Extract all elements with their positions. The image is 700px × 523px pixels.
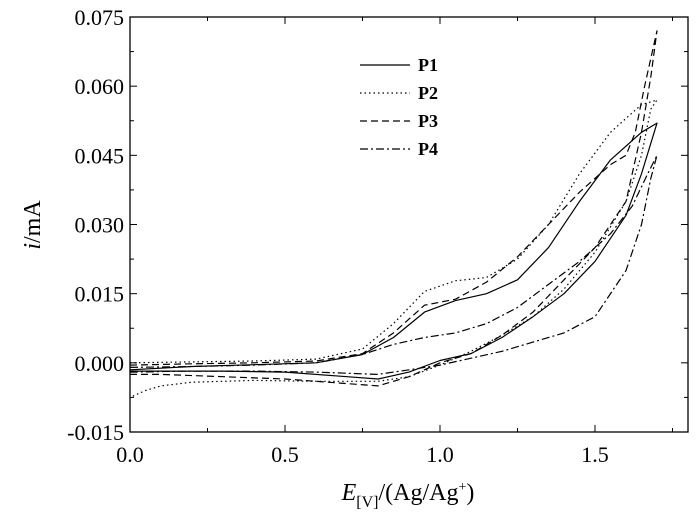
y-tick-label: 0.060 — [75, 74, 125, 99]
x-tick-label: 0.5 — [271, 442, 299, 467]
x-axis-label-italic: E — [341, 480, 357, 506]
x-axis-label-superscript: + — [458, 480, 466, 495]
x-tick-label: 0.0 — [116, 442, 144, 467]
y-tick-label: 0.075 — [75, 5, 125, 30]
legend-label-p4: P4 — [418, 139, 438, 159]
legend-label-p3: P3 — [418, 111, 438, 131]
x-tick-label: 1.5 — [581, 442, 609, 467]
y-tick-label: 0.015 — [75, 282, 125, 307]
y-axis-ticks: -0.015 0.000 0.015 0.030 0.045 0.060 0.075 — [67, 5, 688, 445]
x-tick-label: 1.0 — [426, 442, 454, 467]
y-tick-label: 0.045 — [75, 143, 125, 168]
legend-label-p2: P2 — [418, 83, 438, 103]
legend: P1 P2 P3 P4 — [360, 55, 438, 159]
series-lines — [129, 30, 658, 398]
legend-label-p1: P1 — [418, 55, 438, 75]
y-axis-label-italic: i — [20, 243, 46, 250]
series-line-p1 — [129, 122, 658, 380]
series-line-p2 — [129, 99, 658, 398]
y-tick-label: 0.000 — [75, 351, 125, 376]
y-tick-label: -0.015 — [67, 420, 124, 445]
x-axis-label-rest: /(Ag/Ag — [378, 480, 458, 506]
y-axis-label-rest: /mA — [20, 200, 46, 243]
x-axis-label: E[V]/(Ag/Ag+) — [341, 480, 475, 511]
x-axis-label-subscript: [V] — [356, 494, 378, 511]
y-tick-label: 0.030 — [75, 213, 125, 238]
series-line-p3 — [129, 30, 658, 387]
series-line-p4 — [129, 154, 658, 375]
y-axis-label: i/mA — [20, 200, 46, 250]
x-axis-label-close: ) — [466, 480, 474, 506]
x-axis-ticks: 0.0 0.5 1.0 1.5 — [116, 17, 673, 467]
